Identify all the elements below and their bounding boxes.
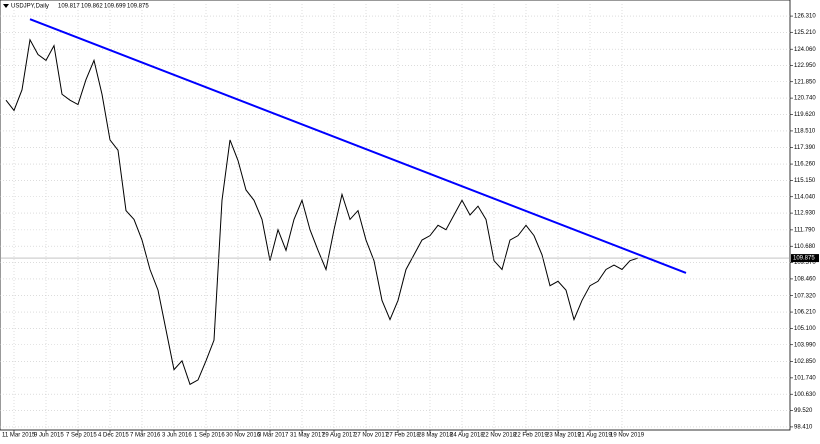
y-tick-label: 116.260	[794, 162, 816, 168]
y-tick-label: 105.100	[794, 326, 816, 332]
y-tick-label: 118.510	[794, 129, 816, 135]
y-tick-label: 114.040	[794, 194, 816, 200]
x-tick-label: 27 Nov 2017	[354, 433, 389, 439]
x-tick-label: 9 Jun 2015	[34, 433, 64, 439]
y-tick-label: 106.210	[794, 310, 816, 316]
x-tick-label: 27 Feb 2018	[386, 433, 420, 439]
ohlc-value: 109.699	[104, 4, 126, 10]
plot-frame	[0, 0, 791, 431]
x-tick-label: 3 Jun 2016	[162, 433, 192, 439]
menu-icon	[3, 4, 9, 8]
x-tick-label: 22 Feb 2019	[514, 433, 548, 439]
x-tick-label: 29 Aug 2017	[322, 433, 356, 439]
y-tick-label: 126.310	[794, 14, 816, 20]
x-tick-label: 19 Nov 2019	[610, 433, 645, 439]
y-tick-label: 124.060	[794, 47, 816, 53]
y-tick-label: 120.740	[794, 96, 816, 102]
y-tick-label: 117.390	[794, 145, 816, 151]
y-tick-label: 102.850	[794, 359, 816, 365]
x-tick-label: 1 Sep 2016	[194, 433, 225, 439]
y-tick-label: 111.790	[794, 227, 815, 233]
price-label: 109.875	[793, 256, 815, 262]
y-tick-label: 100.630	[794, 392, 816, 398]
x-tick-label: 30 Nov 2016	[226, 433, 261, 439]
ohlc-value: 109.875	[127, 4, 149, 10]
x-tick-label: 21 Aug 2019	[578, 433, 612, 439]
y-tick-label: 107.320	[794, 293, 816, 299]
ohlc-value: 109.817	[58, 4, 80, 10]
price-label-box	[791, 254, 819, 263]
y-tick-label: 110.680	[794, 244, 816, 250]
trendline	[29, 18, 687, 274]
chart-title: USDJPY,Daily	[11, 4, 49, 10]
ohlc-value: 109.862	[81, 4, 103, 10]
y-tick-label: 103.990	[794, 342, 816, 348]
x-tick-label: 7 Sep 2015	[66, 433, 97, 439]
y-tick-label: 101.740	[794, 375, 816, 381]
price-line	[5, 38, 639, 386]
y-tick-label: 125.210	[794, 30, 816, 36]
y-tick-label: 122.950	[794, 63, 816, 69]
y-tick-label: 108.460	[794, 276, 816, 282]
y-tick-label: 112.930	[794, 211, 816, 217]
x-tick-label: 28 May 2018	[418, 433, 453, 439]
y-tick-label: 98.410	[794, 424, 813, 430]
y-tick-label: 99.520	[794, 408, 813, 414]
x-tick-label: 7 Mar 2016	[130, 433, 161, 439]
y-tick-label: 121.850	[794, 79, 816, 85]
y-tick-label: 109.570	[794, 260, 816, 266]
y-tick-label: 119.620	[794, 112, 816, 118]
x-tick-label: 4 Dec 2015	[98, 433, 129, 439]
x-tick-label: 11 Mar 2015	[2, 433, 36, 439]
y-tick-label: 115.150	[794, 178, 816, 184]
x-tick-label: 23 May 2019	[546, 433, 581, 439]
x-tick-label: 22 Nov 2018	[482, 433, 517, 439]
x-tick-label: 24 Aug 2018	[450, 433, 484, 439]
x-tick-label: 3 Mar 2017	[258, 433, 289, 439]
x-tick-label: 31 May 2017	[290, 433, 325, 439]
